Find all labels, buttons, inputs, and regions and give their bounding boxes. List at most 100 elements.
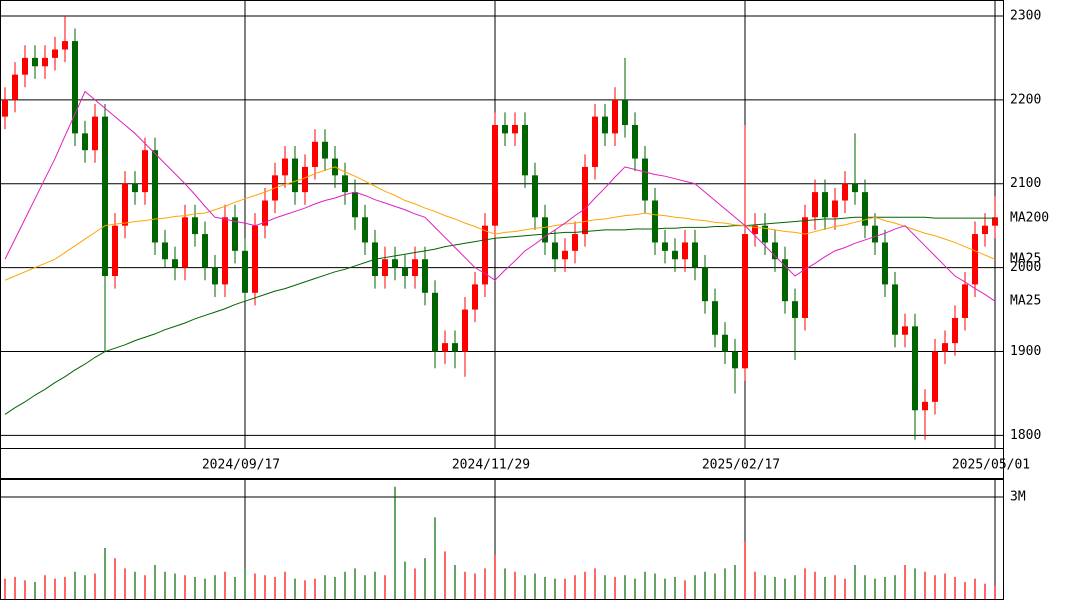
candle-body: [992, 217, 998, 226]
candle-body: [252, 225, 258, 293]
y-tick-label: 2000: [1010, 260, 1041, 275]
candle-body: [672, 250, 678, 260]
candle-body: [32, 57, 38, 67]
candle-body: [882, 242, 888, 285]
candle-body: [732, 351, 738, 369]
candle-body: [652, 200, 658, 243]
candle-body: [172, 259, 178, 268]
x-tick-label: 2024/11/29: [452, 458, 530, 473]
candle-body: [952, 317, 958, 344]
candle-body: [132, 183, 138, 193]
volume-panel: [0, 479, 1004, 600]
candle-body: [142, 150, 148, 193]
candle-body: [232, 217, 238, 251]
candle-body: [842, 183, 848, 201]
candle-body: [702, 267, 708, 302]
candle-body: [472, 284, 478, 310]
candle-body: [932, 351, 938, 402]
candle-body: [92, 116, 98, 151]
x-tick-label: 2025/05/01: [952, 458, 1030, 473]
candle-body: [182, 217, 188, 268]
y-tick-label: 3M: [1010, 490, 1026, 505]
candle-body: [982, 225, 988, 235]
candle-body: [692, 242, 698, 268]
candle-body: [912, 326, 918, 411]
candle-body: [402, 267, 408, 277]
y-tick-label: 2300: [1010, 8, 1041, 23]
candle-body: [102, 116, 108, 277]
moving-average: [4, 166, 996, 281]
price-panel: [0, 0, 1004, 449]
candle-body: [422, 259, 428, 293]
candle-body: [922, 401, 928, 411]
candle-body: [302, 166, 308, 193]
candle-body: [152, 150, 158, 243]
candle-body: [852, 183, 858, 193]
candle-body: [662, 242, 668, 251]
candle-body: [22, 57, 28, 75]
candle-body: [892, 284, 898, 335]
candle-body: [592, 116, 598, 167]
candle-body: [362, 217, 368, 243]
candle-body: [242, 250, 248, 293]
candle-body: [162, 242, 168, 260]
moving-average: [4, 216, 995, 415]
candle-body: [872, 225, 878, 243]
candle-body: [352, 192, 358, 218]
candle-body: [682, 242, 688, 260]
candle-body: [222, 217, 228, 285]
candle-body: [342, 175, 348, 193]
candle-body: [382, 259, 388, 277]
candle-body: [632, 125, 638, 159]
candle-body: [762, 225, 768, 243]
candle-body: [712, 301, 718, 335]
candle-body: [602, 116, 608, 134]
candle-body: [522, 125, 528, 176]
candle-body: [782, 259, 788, 302]
candle-body: [642, 158, 648, 201]
candle-body: [802, 217, 808, 318]
candle-body: [902, 326, 908, 335]
candle-body: [552, 242, 558, 260]
y-tick-label: 1800: [1010, 428, 1041, 443]
candle-body: [822, 192, 828, 218]
line-label: MA200: [1010, 211, 1049, 226]
candle-body: [622, 99, 628, 126]
y-tick-label: 1900: [1010, 344, 1041, 359]
candle-body: [192, 217, 198, 235]
candle-body: [572, 234, 578, 251]
candle-body: [722, 334, 728, 352]
y-tick-label: 2200: [1010, 92, 1041, 107]
candle-body: [72, 41, 78, 134]
candle-body: [42, 57, 48, 67]
candle-body: [812, 192, 818, 218]
candle-body: [492, 125, 498, 226]
candle-body: [612, 99, 618, 134]
candle-body: [82, 133, 88, 151]
line-label: MA25: [1010, 252, 1041, 267]
candle-body: [322, 141, 328, 159]
candle-body: [972, 234, 978, 285]
candle-body: [282, 158, 288, 176]
candle-body: [312, 141, 318, 167]
candle-body: [582, 166, 588, 235]
candle-body: [542, 217, 548, 243]
candle-body: [292, 158, 298, 193]
candle-body: [942, 343, 948, 352]
candle-body: [962, 284, 968, 318]
moving-average: [4, 90, 996, 302]
candle-body: [532, 175, 538, 218]
candle-body: [562, 250, 568, 260]
candle-body: [432, 292, 438, 352]
candle-body: [792, 301, 798, 318]
candle-body: [112, 225, 118, 277]
candle-body: [62, 41, 68, 50]
line-label: MA25: [1010, 294, 1041, 309]
candle-body: [862, 192, 868, 226]
candle-body: [502, 125, 508, 134]
candle-body: [442, 343, 448, 352]
candle-body: [832, 200, 838, 218]
date-strip: [0, 448, 1004, 479]
candle-body: [12, 74, 18, 100]
